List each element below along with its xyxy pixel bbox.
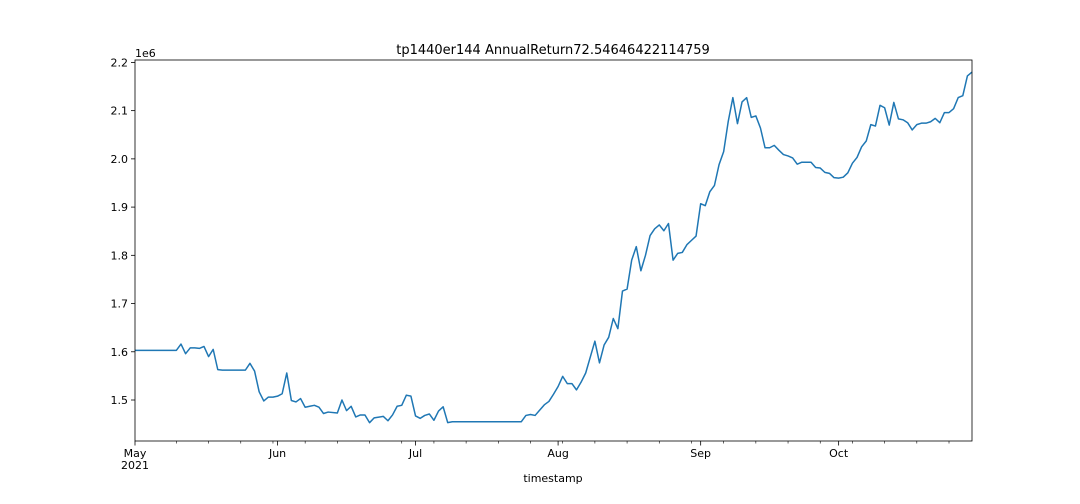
x-axis-label: timestamp: [523, 472, 582, 485]
x-tick-label: Oct: [829, 447, 849, 460]
y-tick-label: 1.5: [111, 394, 129, 407]
series-line: [135, 71, 973, 424]
y-tick-label: 1.7: [111, 298, 129, 311]
x-tick-label: Jul: [408, 447, 422, 460]
chart-title: tp1440er144 AnnualReturn72.5464642211475…: [396, 43, 710, 58]
y-tick-label: 2.0: [111, 153, 129, 166]
y-tick-label: 1.8: [111, 249, 129, 262]
y-tick-label: 1.9: [111, 201, 129, 214]
plot-frame: [134, 59, 973, 442]
y-tick-label: 2.1: [111, 105, 129, 118]
y-tick-label: 1.6: [111, 346, 129, 359]
x-tick-label: Sep: [690, 447, 711, 460]
x-tick-sublabel: 2021: [121, 459, 149, 472]
y-tick-label: 2.2: [111, 56, 129, 69]
y-axis: 1.5 1.6 1.7 1.8 1.9 2.0 2.1 2.2: [111, 56, 135, 407]
plot-series: [135, 71, 973, 424]
x-tick-label: Jun: [268, 447, 286, 460]
x-tick-label: Aug: [547, 447, 568, 460]
x-tick-label: May: [124, 447, 147, 460]
y-offset-label: 1e6: [135, 47, 156, 60]
